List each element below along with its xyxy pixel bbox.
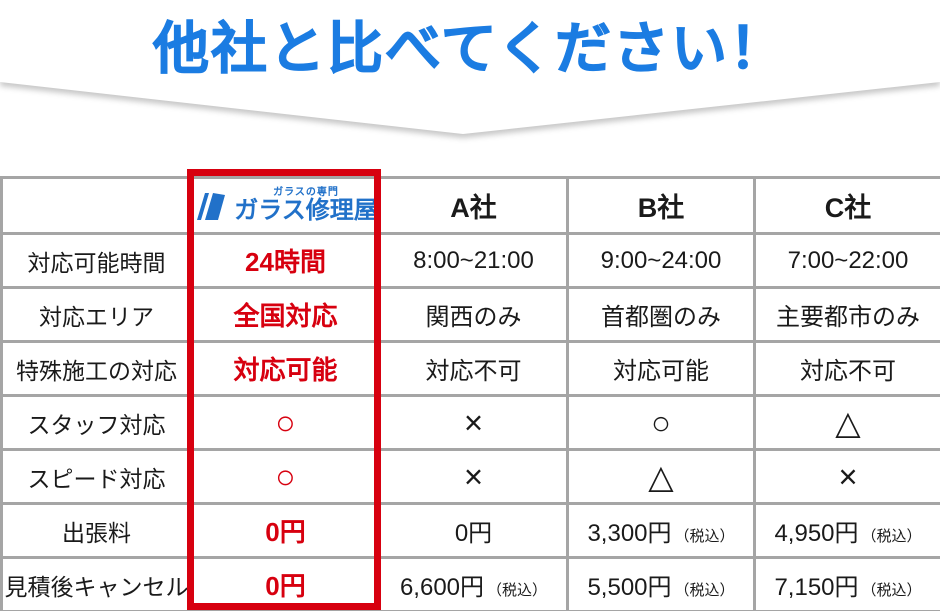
- table-header-row: ガラスの専門 ガラス修理屋 A社 B社 C社: [0, 176, 940, 235]
- glass-shards-icon: [197, 192, 226, 220]
- row-label: 出張料: [0, 502, 193, 559]
- price: 3,300円: [587, 520, 672, 547]
- cell-ours: 0円: [190, 556, 381, 611]
- row-label: 対応可能時間: [0, 232, 193, 289]
- comparison-table: ガラスの専門 ガラス修理屋 A社 B社 C社 対応可能時間 24時間 8:00~…: [0, 176, 940, 611]
- cell-company-c: 対応不可: [753, 340, 940, 397]
- cell-company-c: 4,950円 （税込）: [753, 502, 940, 559]
- cell-company-b: △: [566, 448, 756, 505]
- row-label: 特殊施工の対応: [0, 340, 193, 397]
- company-c-header: C社: [753, 176, 940, 235]
- tax-note: （税込）: [674, 582, 735, 599]
- cell-company-c: 7,150円 （税込）: [753, 556, 940, 611]
- cell-company-b: 対応可能: [566, 340, 756, 397]
- table-row-cancel-fee: 見積後キャンセル 0円 6,600円 （税込） 5,500円 （税込） 7,150円…: [0, 556, 940, 611]
- row-label: 見積後キャンセル: [0, 556, 193, 611]
- table-row-special-work: 特殊施工の対応 対応可能 対応不可 対応可能 対応不可: [0, 340, 940, 397]
- cell-company-a: 関西のみ: [378, 286, 569, 343]
- cell-company-c: 主要都市のみ: [753, 286, 940, 343]
- logo-text: ガラスの専門 ガラス修理屋: [234, 186, 378, 225]
- cell-company-a: 8:00~21:00: [378, 232, 569, 289]
- page-title: 他社と比べてください！: [152, 17, 788, 81]
- cell-ours: 24時間: [190, 232, 381, 289]
- price: 4,950円: [774, 520, 859, 547]
- cell-company-a: 6,600円 （税込）: [378, 556, 569, 611]
- cell-company-b: 5,500円 （税込）: [566, 556, 756, 611]
- company-b-header: B社: [566, 176, 756, 235]
- cell-company-b: 3,300円 （税込）: [566, 502, 756, 559]
- company-a-header: A社: [378, 176, 569, 235]
- cell-ours: 対応可能: [190, 340, 381, 397]
- logo-tagline: ガラスの専門: [273, 186, 339, 198]
- price: 7,150円: [774, 574, 859, 601]
- company-logo: ガラスの専門 ガラス修理屋: [195, 186, 378, 225]
- cell-ours: ○: [190, 448, 381, 505]
- corner-cell: [0, 176, 193, 235]
- cell-company-c: ×: [753, 448, 940, 505]
- cell-company-a: 0円: [378, 502, 569, 559]
- tax-note: （税込）: [674, 528, 735, 545]
- cell-company-b: 首都圏のみ: [566, 286, 756, 343]
- cell-company-a: 対応不可: [378, 340, 569, 397]
- cell-ours: 全国対応: [190, 286, 381, 343]
- cell-ours: 0円: [190, 502, 381, 559]
- chevron-down-fold: [0, 74, 940, 134]
- price: 6,600円: [399, 574, 485, 601]
- table-row-hours: 対応可能時間 24時間 8:00~21:00 9:00~24:00 7:00~2…: [0, 232, 940, 289]
- tax-note: （税込）: [861, 582, 922, 599]
- cell-company-c: 7:00~22:00: [753, 232, 940, 289]
- logo-name: ガラス修理屋: [234, 197, 378, 225]
- cell-company-b: ○: [566, 394, 756, 451]
- price: 5,500円: [587, 574, 672, 601]
- featured-company-header: ガラスの専門 ガラス修理屋: [190, 176, 381, 235]
- cell-company-a: ×: [378, 394, 569, 451]
- cell-company-b: 9:00~24:00: [566, 232, 756, 289]
- table-row-area: 対応エリア 全国対応 関西のみ 首都圏のみ 主要都市のみ: [0, 286, 940, 343]
- table-row-speed: スピード対応 ○ × △ ×: [0, 448, 940, 505]
- cell-ours: ○: [190, 394, 381, 451]
- row-label: スタッフ対応: [0, 394, 193, 451]
- cell-company-c: △: [753, 394, 940, 451]
- row-label: スピード対応: [0, 448, 193, 505]
- table-row-staff: スタッフ対応 ○ × ○ △: [0, 394, 940, 451]
- cell-company-a: ×: [378, 448, 569, 505]
- tax-note: （税込）: [487, 582, 548, 599]
- tax-note: （税込）: [861, 528, 922, 545]
- row-label: 対応エリア: [0, 286, 193, 343]
- table-row-travel-fee: 出張料 0円 0円 3,300円 （税込） 4,950円 （税込）: [0, 502, 940, 559]
